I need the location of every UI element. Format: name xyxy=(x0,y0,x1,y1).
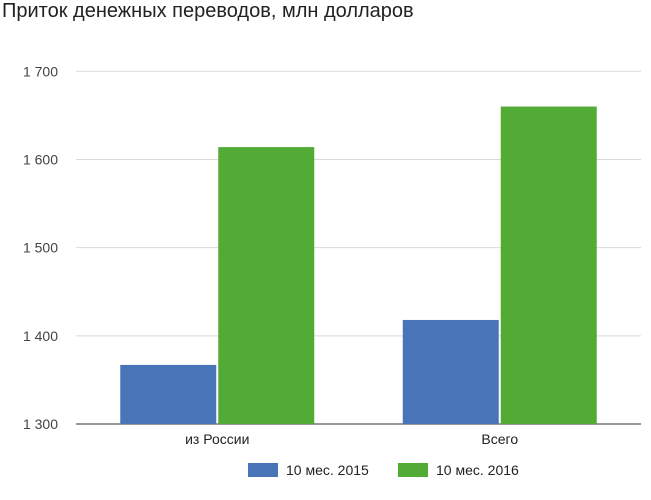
legend-label: 10 мес. 2016 xyxy=(436,462,519,478)
y-tick-label: 1 500 xyxy=(23,240,58,256)
bar-series-2015-russia xyxy=(120,364,217,424)
legend-swatch xyxy=(398,463,428,477)
chart-title: Приток денежных переводов, млн долларов xyxy=(2,0,414,22)
bar-series-2015-total xyxy=(402,319,499,424)
y-tick-label: 1 400 xyxy=(23,328,58,344)
bar-series-2016-total xyxy=(500,106,597,424)
y-tick-label: 1 300 xyxy=(23,416,58,432)
x-category-label: Всего xyxy=(481,431,518,447)
x-category-label: из России xyxy=(185,431,249,447)
y-tick-label: 1 600 xyxy=(23,151,58,167)
bar-series-2016-russia xyxy=(218,147,315,425)
y-tick-label: 1 700 xyxy=(23,63,58,79)
legend-swatch xyxy=(248,463,278,477)
legend-label: 10 мес. 2015 xyxy=(286,462,369,478)
